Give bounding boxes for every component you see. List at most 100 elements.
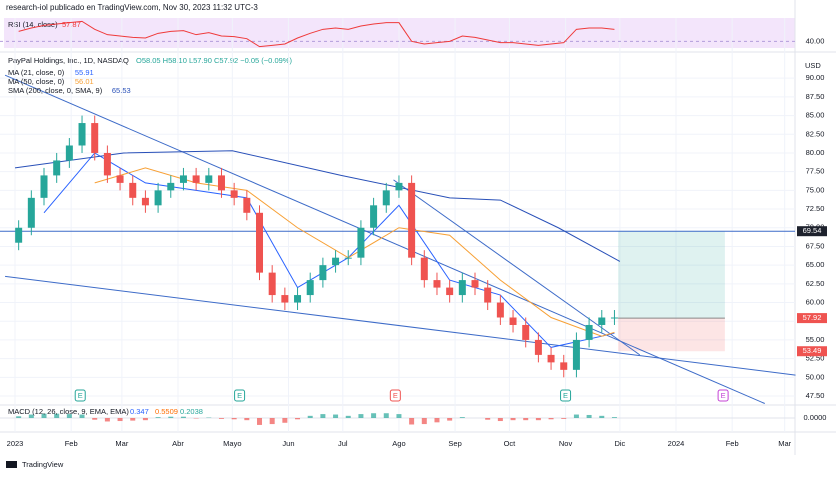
macd-bar xyxy=(257,418,262,425)
x-tick-label: 2024 xyxy=(668,439,685,448)
macd-bar xyxy=(181,417,186,418)
x-tick-label: Abr xyxy=(172,439,184,448)
macd-bar xyxy=(308,416,313,418)
macd-bar xyxy=(574,415,579,418)
candle-body xyxy=(180,175,187,182)
macd-bar xyxy=(460,417,465,418)
x-tick-label: Feb xyxy=(65,439,78,448)
x-tick-label: Mar xyxy=(778,439,791,448)
x-tick-label: Oct xyxy=(504,439,517,448)
candle-body xyxy=(395,183,402,190)
macd-bar xyxy=(244,418,249,420)
candle-body xyxy=(598,318,605,325)
candle-body xyxy=(142,198,149,205)
y-tick-label: 87.50 xyxy=(806,92,825,101)
legend-value: 55.91 xyxy=(75,68,94,77)
macd-bar xyxy=(561,418,566,419)
macd-tick-label: 0.0000 xyxy=(804,413,827,422)
legend-entry: MA (21, close, 0) xyxy=(8,68,65,77)
y-tick-label: 90.00 xyxy=(806,73,825,82)
y-tick-label: 65.00 xyxy=(806,260,825,269)
earnings-label: E xyxy=(563,391,568,400)
earnings-label: E xyxy=(237,391,242,400)
macd-value: 0.347 xyxy=(130,407,149,416)
y-tick-label: 47.50 xyxy=(806,391,825,400)
x-tick-label: Ago xyxy=(392,439,405,448)
macd-bar xyxy=(333,415,338,418)
candle-body xyxy=(91,123,98,153)
candle-body xyxy=(66,145,73,160)
y-tick-label: 82.50 xyxy=(806,129,825,138)
candle-body xyxy=(535,340,542,355)
candle-body xyxy=(586,325,593,340)
candle-body xyxy=(205,175,212,182)
candle-body xyxy=(243,198,250,213)
candle-body xyxy=(370,205,377,227)
y-tick-label: 67.50 xyxy=(806,241,825,250)
earnings-label: E xyxy=(78,391,83,400)
candle-body xyxy=(155,190,162,205)
macd-bar xyxy=(156,417,161,418)
candle-body xyxy=(484,288,491,303)
header: research-iol publicado en TradingView.co… xyxy=(6,3,258,12)
footer: TradingView xyxy=(22,460,64,469)
legend-entry: MA (50, close, 0) xyxy=(8,77,65,86)
candle-body xyxy=(231,190,238,197)
earnings-label: E xyxy=(721,391,726,400)
x-tick-label: Mar xyxy=(115,439,128,448)
candle-body xyxy=(472,280,479,287)
macd-bar xyxy=(536,418,541,420)
x-tick-label: Dic xyxy=(614,439,625,448)
x-tick-label: Mayo xyxy=(223,439,241,448)
y-tick-label: 62.50 xyxy=(806,279,825,288)
macd-bar xyxy=(105,418,110,421)
symbol: PayPal Holdings, Inc., 1D, NASDAQ xyxy=(8,56,129,65)
price-tag-label: 53.49 xyxy=(803,346,822,355)
macd-bar xyxy=(282,418,287,423)
target-zone xyxy=(618,231,725,318)
candle-body xyxy=(433,280,440,287)
macd-bar xyxy=(384,413,389,418)
y-tick-label: 75.00 xyxy=(806,185,825,194)
candle-body xyxy=(459,280,466,295)
macd-bar xyxy=(587,415,592,418)
candle-body xyxy=(522,325,529,340)
x-tick-label: Sep xyxy=(448,439,461,448)
candle-body xyxy=(269,273,276,295)
x-tick-label: Nov xyxy=(559,439,573,448)
candle-body xyxy=(117,175,124,182)
candle-body xyxy=(307,280,314,295)
legend-entry: SMA (200, close, 0, SMA, 9) xyxy=(8,86,103,95)
macd-value: 0.5509 xyxy=(155,407,178,416)
macd-bar xyxy=(409,418,414,425)
macd-bar xyxy=(168,417,173,418)
candle-body xyxy=(281,295,288,302)
price-tag-label: 57.92 xyxy=(803,313,822,322)
legend-value: 56.01 xyxy=(75,77,94,86)
rsi-tick-label: 40.00 xyxy=(806,36,825,45)
candle-body xyxy=(28,198,35,228)
macd-bar xyxy=(232,418,237,419)
candle-body xyxy=(332,258,339,265)
y-tick-label: 77.50 xyxy=(806,167,825,176)
candle-body xyxy=(357,228,364,258)
y-tick-label: 80.00 xyxy=(806,148,825,157)
ohlc: O58.05 H58.10 L57.90 C57.92 −0.05 (−0.09… xyxy=(136,56,292,65)
macd-bar xyxy=(434,418,439,422)
candle-body xyxy=(421,258,428,280)
y-tick-label: 55.00 xyxy=(806,335,825,344)
macd-bar xyxy=(295,418,300,419)
candle-body xyxy=(345,258,352,259)
macd-bar xyxy=(612,417,617,418)
candle-body xyxy=(408,183,415,258)
macd-bar xyxy=(422,418,427,424)
candle-body xyxy=(41,175,48,197)
macd-bar xyxy=(599,416,604,418)
legend-value: 65.53 xyxy=(112,86,131,95)
currency: USD xyxy=(805,61,821,70)
candle-body xyxy=(510,318,517,325)
macd-bar xyxy=(92,418,97,420)
macd-bar xyxy=(447,418,452,421)
candle-body xyxy=(548,355,555,362)
